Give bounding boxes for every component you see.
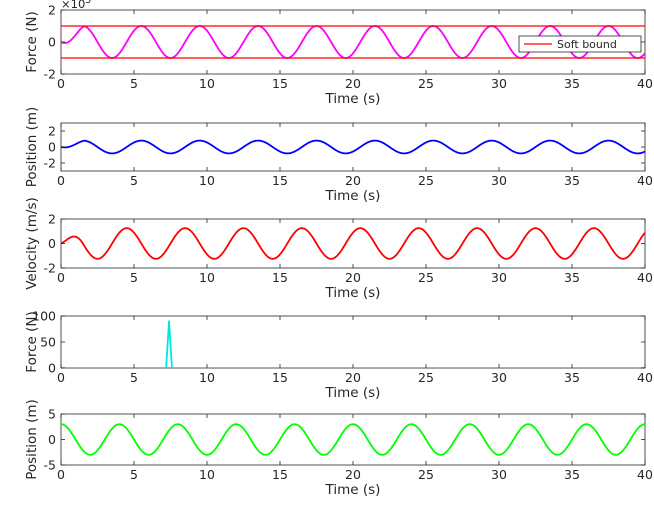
y-tick-label: 2 bbox=[48, 212, 56, 227]
x-tick-label: 5 bbox=[130, 370, 138, 385]
x-tick-label: 25 bbox=[418, 370, 434, 385]
x-tick-label: 20 bbox=[345, 370, 361, 385]
x-tick-label: 30 bbox=[491, 370, 507, 385]
x-tick-label: 5 bbox=[130, 467, 138, 482]
x-tick-label: 30 bbox=[491, 173, 507, 188]
plot-area bbox=[61, 139, 645, 155]
x-tick-label: 10 bbox=[199, 467, 215, 482]
x-axis-label: Time (s) bbox=[325, 385, 381, 401]
plot-area bbox=[61, 227, 645, 260]
x-tick-label: 40 bbox=[637, 76, 653, 91]
x-tick-label: 15 bbox=[272, 173, 288, 188]
y-tick-label: 2 bbox=[48, 124, 56, 139]
axes-box bbox=[60, 122, 646, 172]
legend: Soft bound bbox=[518, 35, 642, 53]
y-multiplier: ×105 bbox=[61, 0, 91, 11]
x-axis-label: Time (s) bbox=[325, 285, 381, 301]
x-tick-label: 0 bbox=[57, 270, 65, 285]
x-tick-label: 0 bbox=[57, 467, 65, 482]
x-axis-label: Time (s) bbox=[325, 188, 381, 204]
x-tick-label: 30 bbox=[491, 467, 507, 482]
y-tick-label: -5 bbox=[44, 458, 56, 473]
x-tick-label: 35 bbox=[564, 370, 580, 385]
y-tick-label: 0 bbox=[48, 361, 56, 376]
x-tick-label: 0 bbox=[57, 173, 65, 188]
x-tick-label: 10 bbox=[199, 173, 215, 188]
y-axis-label: Position (m) bbox=[24, 107, 40, 188]
x-tick-label: 25 bbox=[418, 76, 434, 91]
axes-box bbox=[60, 315, 646, 369]
x-tick-label: 20 bbox=[345, 173, 361, 188]
y-tick-label: 0 bbox=[48, 140, 56, 155]
x-tick-label: 10 bbox=[199, 370, 215, 385]
x-tick-label: 5 bbox=[130, 173, 138, 188]
x-tick-label: 30 bbox=[491, 270, 507, 285]
x-tick-label: 25 bbox=[418, 270, 434, 285]
plot-area bbox=[61, 423, 645, 456]
y-axis-label: Position (m) bbox=[24, 399, 40, 480]
x-tick-label: 40 bbox=[637, 467, 653, 482]
y-multiplier-exponent: 5 bbox=[85, 0, 91, 6]
x-tick-label: 35 bbox=[564, 76, 580, 91]
y-tick-label: 5 bbox=[48, 407, 56, 422]
x-tick-label: 15 bbox=[272, 370, 288, 385]
x-tick-label: 15 bbox=[272, 76, 288, 91]
x-tick-label: 40 bbox=[637, 270, 653, 285]
x-tick-label: 20 bbox=[345, 270, 361, 285]
x-tick-label: 35 bbox=[564, 467, 580, 482]
subplot-4: 0 5 10 15 20 25 30 35 40 0 50 100 Time (s) Force (N) bbox=[24, 309, 653, 402]
y-tick-label: 0 bbox=[48, 35, 56, 50]
x-tick-label: 10 bbox=[199, 270, 215, 285]
x-tick-label: 25 bbox=[418, 467, 434, 482]
x-tick-label: 35 bbox=[564, 270, 580, 285]
y-tick-label: 2 bbox=[48, 3, 56, 18]
y-tick-label: 100 bbox=[32, 309, 56, 324]
x-tick-label: 15 bbox=[272, 270, 288, 285]
y-axis-label: Velocity (m/s) bbox=[24, 197, 40, 290]
x-tick-label: 40 bbox=[637, 370, 653, 385]
x-tick-label: 30 bbox=[491, 76, 507, 91]
x-axis-label: Time (s) bbox=[325, 482, 381, 498]
series-line bbox=[61, 227, 645, 260]
axes-box bbox=[60, 413, 646, 466]
y-tick-label: 50 bbox=[40, 335, 56, 350]
y-tick-label: 0 bbox=[48, 432, 56, 447]
x-tick-label: 5 bbox=[130, 76, 138, 91]
x-tick-label: 10 bbox=[199, 76, 215, 91]
x-tick-label: 5 bbox=[130, 270, 138, 285]
plot-area bbox=[61, 25, 645, 59]
y-tick-label: -2 bbox=[44, 261, 56, 276]
x-tick-label: 15 bbox=[272, 467, 288, 482]
x-axis-label: Time (s) bbox=[325, 91, 381, 107]
axes-box bbox=[60, 218, 646, 269]
series-line bbox=[61, 139, 645, 155]
legend-box bbox=[518, 35, 642, 53]
x-tick-label: 0 bbox=[57, 370, 65, 385]
y-tick-label: -2 bbox=[44, 67, 56, 82]
y-axis-label: Force (N) bbox=[24, 311, 40, 372]
x-tick-label: 0 bbox=[57, 76, 65, 91]
y-axis-label: Force (N) bbox=[24, 11, 40, 72]
series-line bbox=[61, 423, 645, 456]
x-tick-label: 25 bbox=[418, 173, 434, 188]
x-tick-label: 35 bbox=[564, 173, 580, 188]
x-tick-label: 40 bbox=[637, 173, 653, 188]
x-tick-label: 20 bbox=[345, 76, 361, 91]
legend-label: Soft bound bbox=[557, 38, 617, 51]
x-tick-label: 20 bbox=[345, 467, 361, 482]
y-tick-label: -2 bbox=[44, 156, 56, 171]
y-tick-label: 0 bbox=[48, 236, 56, 251]
